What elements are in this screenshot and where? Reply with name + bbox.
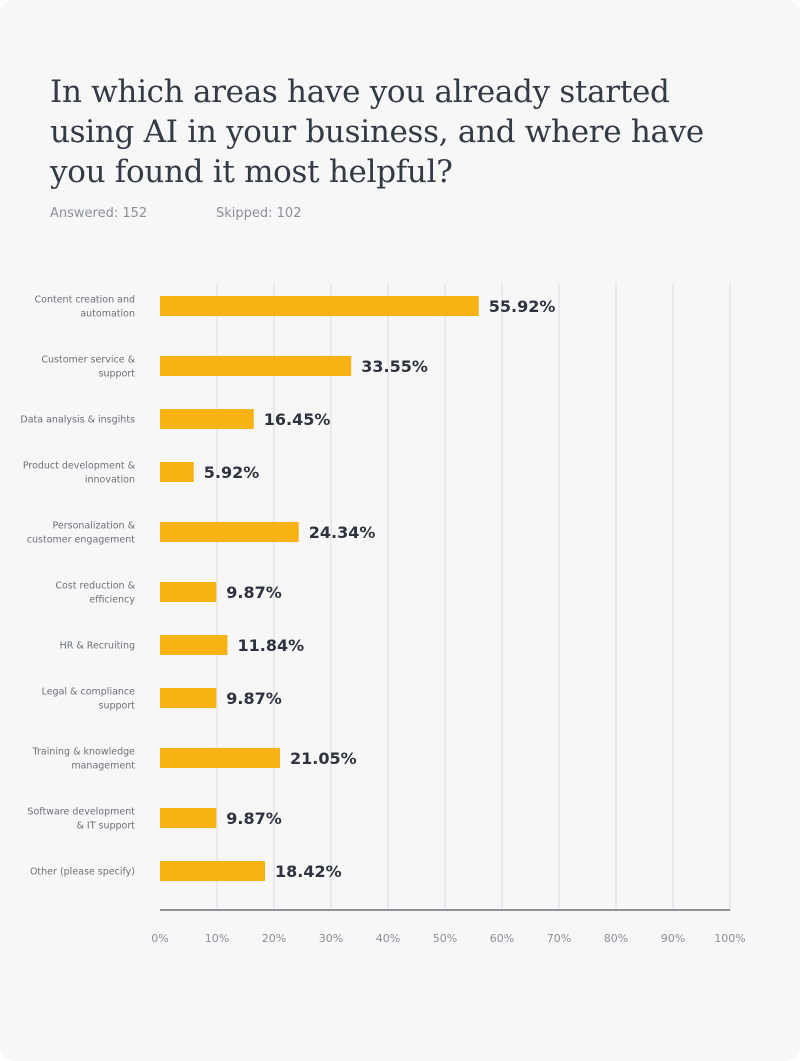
- category-label-line: innovation: [85, 475, 135, 486]
- category-label-line: Personalization &: [53, 521, 136, 532]
- skipped-count: Skipped: 102: [216, 206, 302, 221]
- category-label-line: Content creation and: [35, 295, 135, 306]
- category-labels: Content creation and automation Customer s…: [20, 295, 135, 878]
- x-tick-label: 70%: [547, 932, 571, 945]
- x-tick-label: 20%: [262, 932, 286, 945]
- category-label: HR & Recruiting: [60, 641, 135, 652]
- x-tick-label: 10%: [205, 932, 229, 945]
- category-label: Data analysis & insgihts: [20, 415, 135, 426]
- category-label-line: Legal & compliance: [42, 687, 136, 698]
- category-label-line: efficiency: [89, 595, 135, 606]
- category-label-line: & IT support: [76, 821, 135, 832]
- category-label-line: Customer service &: [41, 355, 135, 366]
- bar: [160, 582, 217, 602]
- question-title: In which areas have you already started …: [50, 74, 704, 190]
- answered-count: Answered: 152: [50, 206, 148, 221]
- category-label: Other (please specify): [30, 867, 135, 878]
- bar: [160, 356, 352, 376]
- bar: [160, 635, 228, 655]
- category-label-line: Training & knowledge: [32, 747, 136, 758]
- category-label: Software development & IT support: [27, 807, 135, 832]
- x-tick-label: 40%: [376, 932, 400, 945]
- bar: [160, 808, 217, 828]
- category-label: Training & knowledge management: [32, 747, 136, 772]
- category-label-line: Product development &: [23, 461, 136, 472]
- category-label-line: management: [71, 761, 135, 772]
- bars: [160, 296, 479, 881]
- bar: [160, 522, 299, 542]
- gridlines: [216, 283, 731, 910]
- category-label: Cost reduction & efficiency: [55, 581, 135, 606]
- category-label-line: Data analysis & insgihts: [20, 415, 135, 426]
- bar-value-label: 33.55%: [361, 357, 428, 376]
- x-tick-label: 50%: [433, 932, 457, 945]
- bar-value-label: 9.87%: [226, 809, 282, 828]
- category-label-line: Cost reduction &: [55, 581, 135, 592]
- category-label: Customer service & support: [41, 355, 135, 380]
- x-tick-label: 0%: [151, 932, 168, 945]
- category-label: Personalization & customer engagement: [27, 521, 136, 546]
- x-axis-ticks: 0% 10% 20% 30% 40% 50% 60% 70% 80% 90% 100%: [151, 932, 745, 945]
- bar-value-label: 18.42%: [275, 862, 342, 881]
- bar: [160, 409, 254, 429]
- bar-value-label: 5.92%: [204, 463, 260, 482]
- category-label-line: customer engagement: [27, 535, 135, 546]
- bar-value-label: 24.34%: [309, 523, 376, 542]
- bar-value-label: 16.45%: [264, 410, 331, 429]
- x-tick-label: 80%: [604, 932, 628, 945]
- bar: [160, 861, 265, 881]
- x-tick-label: 30%: [319, 932, 343, 945]
- category-label-line: support: [99, 701, 136, 712]
- x-tick-label: 100%: [714, 932, 745, 945]
- value-labels: 55.92% 33.55% 16.45% 5.92% 24.34% 9.87% 11.84%…: [204, 297, 556, 881]
- category-label: Content creation and automation: [35, 295, 135, 320]
- bar-value-label: 11.84%: [237, 636, 304, 655]
- bar: [160, 462, 194, 482]
- x-tick-label: 90%: [661, 932, 685, 945]
- category-label-line: HR & Recruiting: [60, 641, 135, 652]
- bar-value-label: 9.87%: [226, 583, 282, 602]
- bar: [160, 748, 280, 768]
- bar: [160, 296, 479, 316]
- bar-value-label: 21.05%: [290, 749, 357, 768]
- category-label: Product development & innovation: [23, 461, 136, 486]
- category-label: Legal & compliance support: [42, 687, 136, 712]
- category-label-line: automation: [80, 309, 135, 320]
- bar-value-label: 9.87%: [226, 689, 282, 708]
- bar-value-label: 55.92%: [489, 297, 556, 316]
- category-label-line: Software development: [27, 807, 135, 818]
- x-tick-label: 60%: [490, 932, 514, 945]
- category-label-line: Other (please specify): [30, 867, 135, 878]
- category-label-line: support: [99, 369, 136, 380]
- bar: [160, 688, 217, 708]
